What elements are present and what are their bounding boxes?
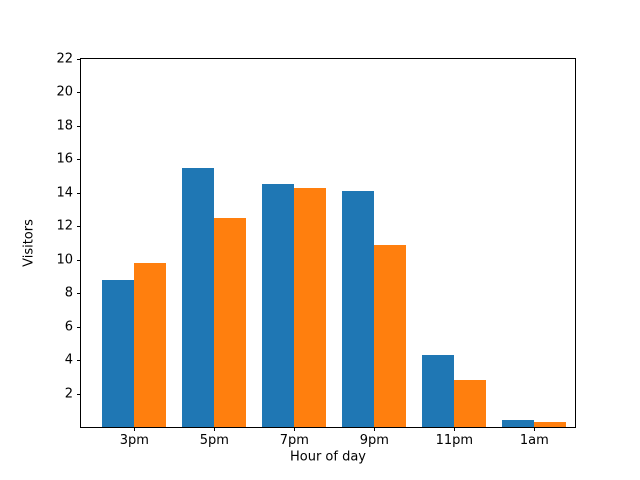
bar-blue-7pm: [262, 184, 295, 427]
x-tick-label-1am: 1am: [519, 433, 549, 448]
y-tick-label-2: 2: [64, 386, 73, 402]
y-tick-label-4: 4: [64, 352, 73, 368]
bar-orange-5pm: [214, 217, 247, 427]
x-tick-mark-1am: [534, 427, 536, 431]
x-axis-label: Hour of day: [289, 449, 367, 465]
y-tick-mark-2: [77, 393, 81, 395]
y-tick-mark-12: [77, 226, 81, 228]
x-tick-mark-9pm: [374, 427, 376, 431]
plot-area: 2 4 6 8 10 12 14 16 18 20 22 3pm 5pm 7pm 9pm 11pm 1am: [56, 53, 576, 447]
y-tick-mark-8: [77, 293, 81, 295]
y-tick-label-18: 18: [56, 118, 73, 134]
bar-orange-1am: [534, 421, 567, 427]
x-tick-label-7pm: 7pm: [279, 433, 309, 448]
y-tick-label-14: 14: [56, 185, 73, 201]
y-tick-mark-14: [77, 192, 81, 194]
y-tick-mark-16: [77, 159, 81, 161]
x-tick-label-9pm: 9pm: [359, 433, 389, 448]
x-tick-label-5pm: 5pm: [199, 433, 229, 448]
bar-blue-1am: [502, 420, 535, 427]
y-tick-label-12: 12: [56, 218, 73, 234]
y-tick-label-16: 16: [56, 151, 73, 167]
bar-blue-9pm: [342, 191, 375, 427]
bar-orange-11pm: [454, 380, 487, 427]
y-tick-mark-22: [77, 59, 81, 60]
bar-blue-5pm: [182, 167, 215, 427]
y-tick-mark-20: [77, 92, 81, 94]
x-tick-mark-7pm: [294, 427, 296, 431]
x-tick-label-11pm: 11pm: [435, 433, 474, 448]
x-tick-mark-11pm: [454, 427, 456, 431]
y-tick-mark-18: [77, 125, 81, 127]
y-tick-label-20: 20: [56, 84, 73, 100]
bar-blue-11pm: [422, 355, 455, 427]
x-tick-label-3pm: 3pm: [119, 433, 149, 448]
y-tick-label-6: 6: [64, 319, 73, 335]
y-tick-mark-6: [77, 326, 81, 328]
x-tick-mark-5pm: [214, 427, 216, 431]
bar-orange-3pm: [134, 263, 167, 427]
bar-orange-7pm: [294, 187, 327, 427]
y-tick-mark-10: [77, 259, 81, 261]
x-tick-mark-3pm: [134, 427, 136, 431]
bar-blue-3pm: [102, 279, 135, 427]
y-tick-label-8: 8: [64, 285, 73, 301]
y-tick-mark-4: [77, 360, 81, 362]
y-axis-label: Visitors: [21, 219, 37, 267]
bar-orange-9pm: [374, 244, 407, 427]
y-tick-label-10: 10: [56, 252, 73, 268]
y-tick-label-22: 22: [56, 51, 73, 67]
